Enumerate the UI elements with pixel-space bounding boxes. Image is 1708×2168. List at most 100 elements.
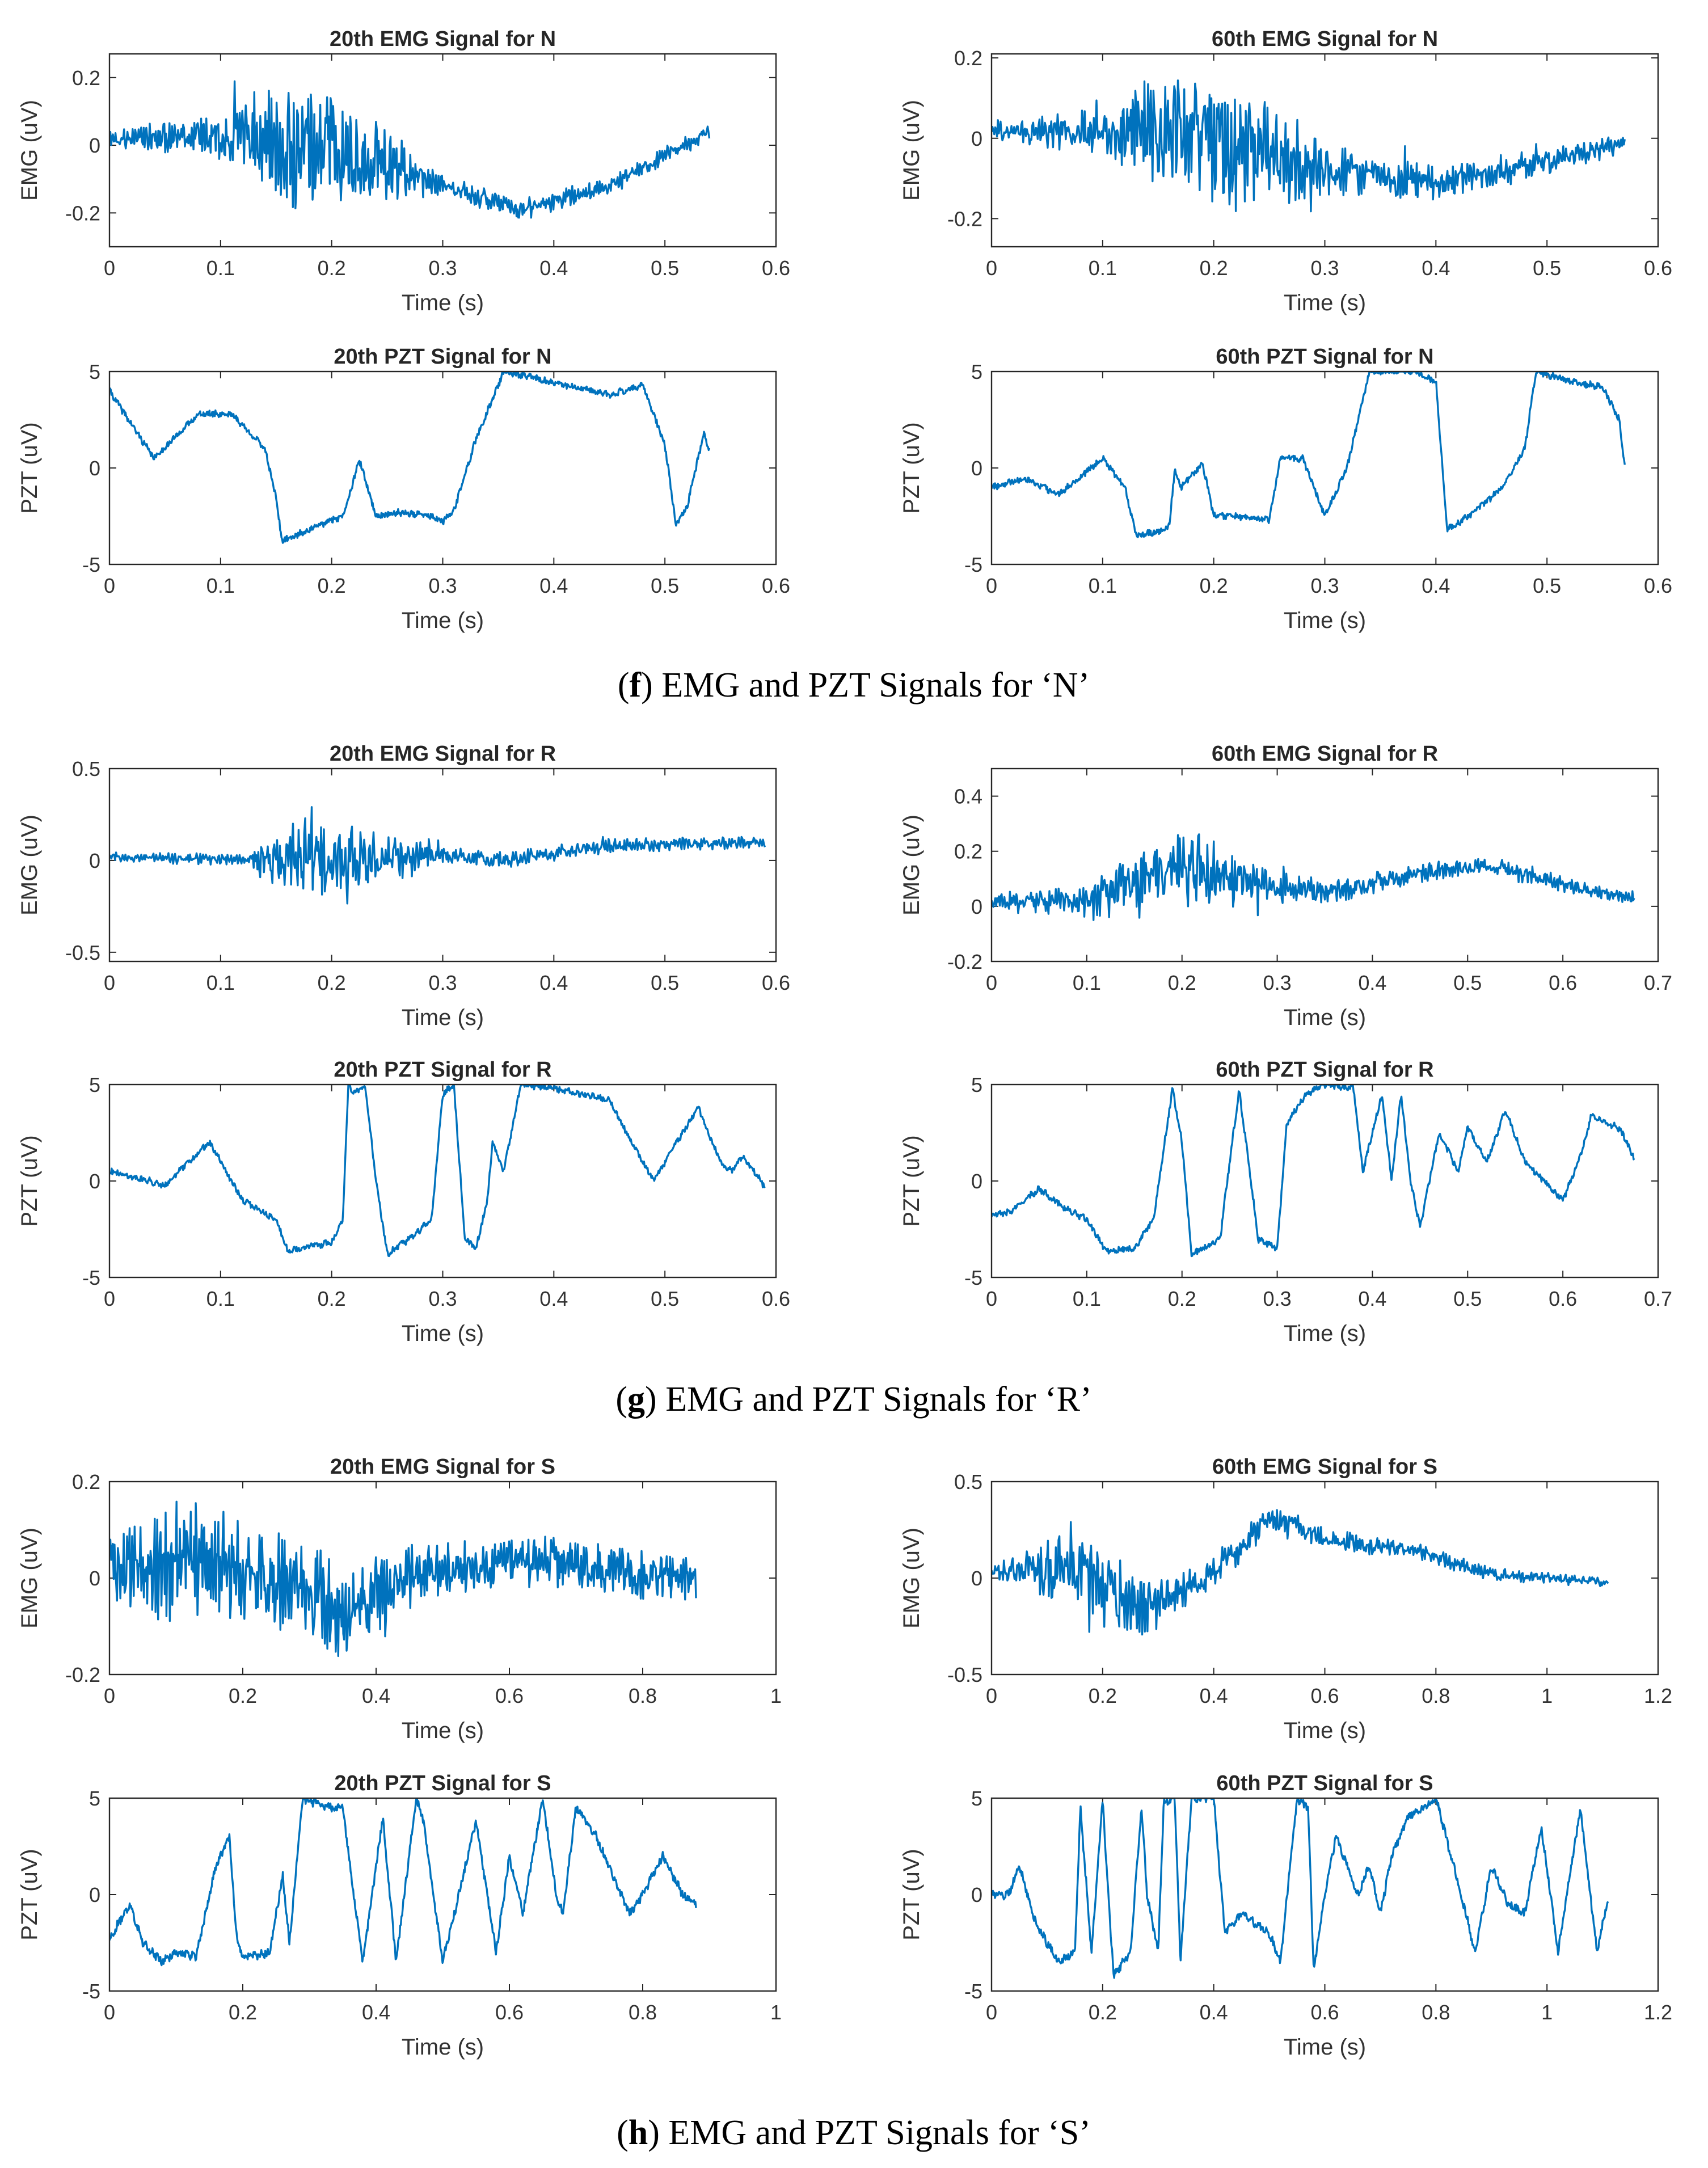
y-tick-label: 5 [971,360,982,383]
x-tick-label: 0.2 [229,1684,257,1707]
emg-signal-trace [992,1509,1609,1636]
x-axis-label: Time (s) [402,1718,484,1743]
y-tick-label: -0.2 [947,207,982,230]
plot-title: 20th EMG Signal for S [330,1455,555,1479]
x-tick-label: 0 [986,256,997,280]
x-tick-label: 0.8 [1422,1684,1450,1707]
x-tick-label: 0.1 [1073,971,1101,994]
y-tick-label: 0 [971,1170,982,1193]
x-tick-label: 0.2 [229,2001,257,2024]
subplot-pzt-g0-p2: 20th PZT Signal for N 0 0.1 0.2 0.3 0.4 0.5 0.6… [17,345,790,633]
subplot-emg-g1-p1: 60th EMG Signal for R 0 0.1 0.2 0.3 0.4 0.5 0.6… [899,742,1672,1030]
x-axis-label: Time (s) [402,1005,484,1030]
x-axis-label: Time (s) [402,2035,484,2060]
x-tick-label: 1 [1541,2001,1553,2024]
x-tick-label: 1 [770,2001,782,2024]
emg-signal-trace [109,1500,697,1657]
x-tick-label: 0 [986,1287,997,1310]
subplot-emg-g0-p1: 60th EMG Signal for N 0 0.1 0.2 0.3 0.4 0.5 0.6… [899,27,1672,315]
axes-frame [990,1083,1659,1279]
y-tick-label: 0.5 [72,757,100,781]
y-tick-label: 0 [89,1883,100,1907]
x-tick-label: 0 [986,1684,997,1707]
axes-frame [108,1481,777,1676]
subplot-emg-g2-p1: 60th EMG Signal for S 0 0.2 0.4 0.6 0.8 1 1.2 -0… [899,1455,1672,1743]
captions: (f) EMG and PZT Signals for ‘N’ (g) EMG … [615,666,1091,2152]
x-tick-label: 0.5 [1453,1287,1482,1310]
y-tick-label: -5 [82,1266,100,1289]
axes-frame [990,1481,1659,1676]
x-tick-label: 0.2 [318,256,346,280]
axes-frame [108,53,777,248]
subplot-pzt-g1-p2: 20th PZT Signal for R 0 0.1 0.2 0.3 0.4 0.5 0.6… [17,1058,790,1346]
x-tick-label: 1.2 [1644,2001,1672,2024]
y-tick-label: 5 [89,1787,100,1810]
y-tick-label: -5 [82,553,100,576]
y-tick-label: -5 [964,553,982,576]
x-tick-label: 0.3 [428,256,457,280]
x-tick-label: 0.6 [762,256,790,280]
x-tick-label: 0.1 [206,256,235,280]
x-tick-label: 0.2 [1200,256,1228,280]
emg-signal-trace [109,80,711,219]
x-axis-label: Time (s) [1284,2035,1366,2060]
x-tick-label: 0.4 [1422,256,1450,280]
x-axis-label: Time (s) [1284,1321,1366,1346]
plot-title: 60th EMG Signal for S [1212,1455,1437,1479]
x-tick-label: 0.6 [762,574,790,597]
y-tick-label: 0.5 [954,1470,982,1494]
x-tick-label: 0.3 [428,574,457,597]
subplot-pzt-g2-p3: 60th PZT Signal for S 0 0.2 0.4 0.6 0.8 1 1.2 -5… [899,1771,1672,2060]
x-tick-label: 0.6 [1549,1287,1577,1310]
y-axis-label: PZT (uV) [899,422,924,514]
y-axis-label: EMG (uV) [899,100,924,201]
caption-g: (g) EMG and PZT Signals for ‘R’ [615,1380,1091,1419]
caption-f-text: EMG and PZT Signals for ‘N’ [653,666,1090,705]
y-tick-label: 0 [971,457,982,480]
plot-title: 60th EMG Signal for R [1212,742,1438,766]
pzt-signal-trace [992,372,1626,538]
emg-signal-trace [109,806,766,905]
x-tick-label: 0.5 [651,574,679,597]
y-tick-label: 0 [971,1883,982,1907]
y-tick-label: 5 [971,1073,982,1096]
x-tick-label: 0.3 [1263,971,1292,994]
x-tick-label: 0.3 [1310,256,1339,280]
x-axis-label: Time (s) [1284,290,1366,315]
axes-frame [990,370,1659,566]
y-axis-label: EMG (uV) [17,815,42,916]
y-tick-label: 0.2 [72,1470,100,1494]
y-tick-label: 0 [971,1567,982,1590]
y-axis-label: PZT (uV) [899,1135,924,1227]
x-tick-label: 0.6 [1310,2001,1339,2024]
x-tick-label: 0 [104,2001,115,2024]
x-tick-label: 0.4 [362,1684,390,1707]
x-tick-label: 0.4 [1358,971,1386,994]
plot-title: 20th EMG Signal for R [330,742,556,766]
y-axis-label: EMG (uV) [17,1528,42,1629]
y-tick-label: -0.5 [947,1663,982,1686]
y-tick-label: 0.2 [954,840,982,863]
y-axis-label: EMG (uV) [899,1528,924,1629]
y-tick-label: -0.2 [65,201,100,225]
pzt-signal-trace [992,1798,1609,1979]
x-tick-label: 0 [104,1684,115,1707]
x-axis-label: Time (s) [1284,1005,1366,1030]
y-tick-label: -0.2 [947,950,982,973]
x-tick-label: 0.5 [651,256,679,280]
x-tick-label: 0.6 [1549,971,1577,994]
x-tick-label: 0.2 [1089,1684,1117,1707]
x-tick-label: 0.3 [1263,1287,1292,1310]
x-tick-label: 0.4 [539,574,568,597]
x-tick-label: 0 [986,971,997,994]
x-tick-label: 0.4 [362,2001,390,2024]
x-tick-label: 0 [986,2001,997,2024]
x-tick-label: 0.6 [1644,256,1672,280]
subplot-emg-g0-p0: 20th EMG Signal for N 0 0.1 0.2 0.3 0.4 0.5 0.6… [17,27,790,315]
x-tick-label: 0.4 [539,971,568,994]
x-tick-label: 0.1 [206,971,235,994]
plot-title: 20th PZT Signal for R [334,1058,551,1082]
y-tick-label: -0.2 [65,1663,100,1686]
x-axis-label: Time (s) [402,608,484,633]
